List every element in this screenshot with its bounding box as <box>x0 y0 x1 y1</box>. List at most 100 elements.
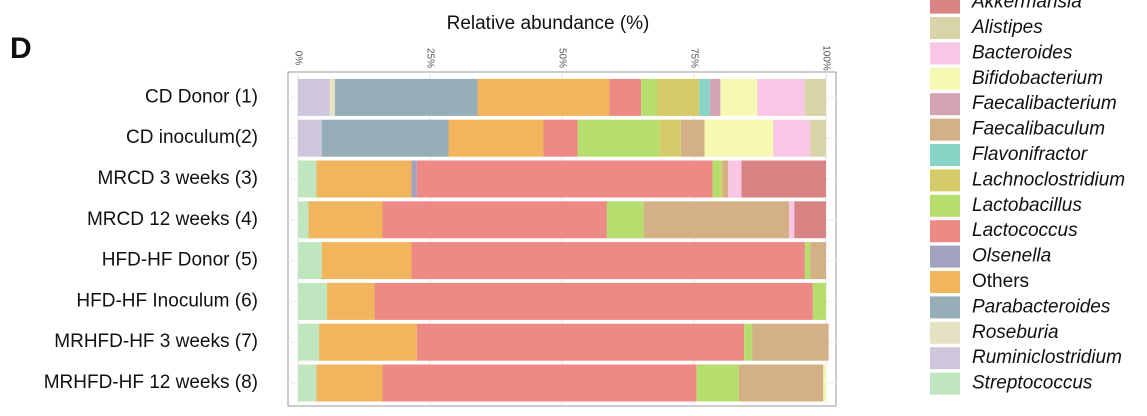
bar-segment <box>704 119 774 157</box>
bar-segment <box>321 242 412 280</box>
bar-segment <box>298 160 317 198</box>
bar-segment <box>298 364 317 402</box>
bar-segment <box>804 242 811 280</box>
legend-swatch <box>930 372 960 395</box>
legend-swatch <box>930 220 960 243</box>
chart-title: Relative abundance (%) <box>447 13 650 34</box>
bar-segment <box>810 242 826 280</box>
legend-label: Lactobacillus <box>972 195 1082 216</box>
y-tick-label: MRCD 12 weeks (4) <box>87 209 258 230</box>
bar-segment <box>723 160 729 198</box>
bar-segment <box>720 160 724 198</box>
bar-segment <box>789 201 795 239</box>
y-tick-label: MRHFD-HF 3 weeks (7) <box>54 331 258 352</box>
legend-swatch <box>930 347 960 370</box>
bar-segment <box>298 201 309 239</box>
y-tick-label: HFD-HF Donor (5) <box>102 250 258 271</box>
y-tick-label: MRCD 3 weeks (3) <box>98 168 258 189</box>
bar-segment <box>543 119 578 157</box>
bar-segment <box>659 119 681 157</box>
x-tick-label: 0% <box>292 51 303 66</box>
legend-label: Bifidobacterium <box>972 68 1103 89</box>
legend-swatch <box>930 42 960 65</box>
bar-segment <box>810 119 826 157</box>
legend-swatch <box>930 93 960 116</box>
x-tick-label: 50% <box>556 48 567 68</box>
bar-segment <box>416 160 713 198</box>
bar-segment <box>448 119 544 157</box>
bar-segment <box>298 78 330 116</box>
bar-segment <box>334 78 478 116</box>
panel-label: D <box>10 32 32 65</box>
legend-label: Streptococcus <box>972 373 1093 394</box>
bar-segment <box>812 282 826 320</box>
legend-label: Parabacteroides <box>972 296 1111 317</box>
legend-swatch <box>930 245 960 268</box>
bar-segment <box>411 242 805 280</box>
y-tick-label: CD inoculum(2) <box>126 127 258 148</box>
bar-segment <box>416 323 745 361</box>
bar-segment <box>374 282 813 320</box>
legend-swatch <box>930 169 960 192</box>
legend-label: Olsenella <box>972 246 1051 267</box>
bar-segment <box>382 201 607 239</box>
y-tick-label: CD Donor (1) <box>145 86 258 107</box>
bar-segment <box>606 201 644 239</box>
bar-segment <box>744 323 753 361</box>
bar-segment <box>728 160 742 198</box>
bar-segment <box>643 201 790 239</box>
bar-segment <box>712 160 721 198</box>
legend-label: Ruminiclostridium <box>972 347 1122 368</box>
legend-label: Akkermansia <box>971 0 1082 13</box>
bar-segment <box>329 78 335 116</box>
legend-swatch <box>930 67 960 90</box>
legend-label: Bacteroides <box>972 42 1073 63</box>
bar-segment <box>696 364 739 402</box>
bar-segment <box>298 282 328 320</box>
x-tick-label: 100% <box>820 45 831 71</box>
bar-segment <box>316 364 383 402</box>
legend-label: Faecalibaculum <box>972 119 1105 140</box>
bar-segment <box>823 364 826 402</box>
legend-swatch <box>930 321 960 344</box>
x-tick-label: 75% <box>688 48 699 68</box>
bar-segment <box>319 323 417 361</box>
bar-segment <box>657 78 700 116</box>
legend-swatch <box>930 271 960 293</box>
legend-label: Alistipes <box>971 17 1043 38</box>
bar-segment <box>609 78 642 116</box>
bar-segment <box>709 78 721 116</box>
bar-segment <box>699 78 710 116</box>
bar-segment <box>321 119 449 157</box>
bar-segment <box>757 78 805 116</box>
bar-segment <box>298 119 322 157</box>
bar-segment <box>804 78 826 116</box>
legend-swatch <box>930 194 960 217</box>
bar-segment <box>577 119 660 157</box>
bar-segment <box>720 78 758 116</box>
bar-segment <box>316 160 412 198</box>
x-tick-label: 25% <box>424 48 435 68</box>
legend-label: Others <box>972 271 1029 292</box>
bar-segment <box>477 78 610 116</box>
bar-segment <box>298 323 320 361</box>
bar-segment <box>298 242 322 280</box>
bar-segment <box>641 78 658 116</box>
bar-segment <box>794 201 826 239</box>
legend-label: Faecalibacterium <box>972 93 1117 114</box>
bar-segment <box>308 201 383 239</box>
bar-segment <box>411 160 417 198</box>
legend-swatch <box>930 0 960 14</box>
y-tick-label: MRHFD-HF 12 weeks (8) <box>44 372 258 393</box>
legend-swatch <box>930 296 960 319</box>
bar-segment <box>741 160 826 198</box>
legend-label: Flavonifractor <box>972 144 1088 165</box>
legend-swatch <box>930 144 960 166</box>
legend-label: Roseburia <box>972 322 1059 343</box>
bar-segment <box>327 282 375 320</box>
bar-segment <box>382 364 697 402</box>
y-tick-label: HFD-HF Inoculum (6) <box>76 290 258 311</box>
legend-swatch <box>930 17 960 39</box>
bar-segment <box>738 364 824 402</box>
legend-label: Lachnoclostridium <box>972 169 1125 190</box>
